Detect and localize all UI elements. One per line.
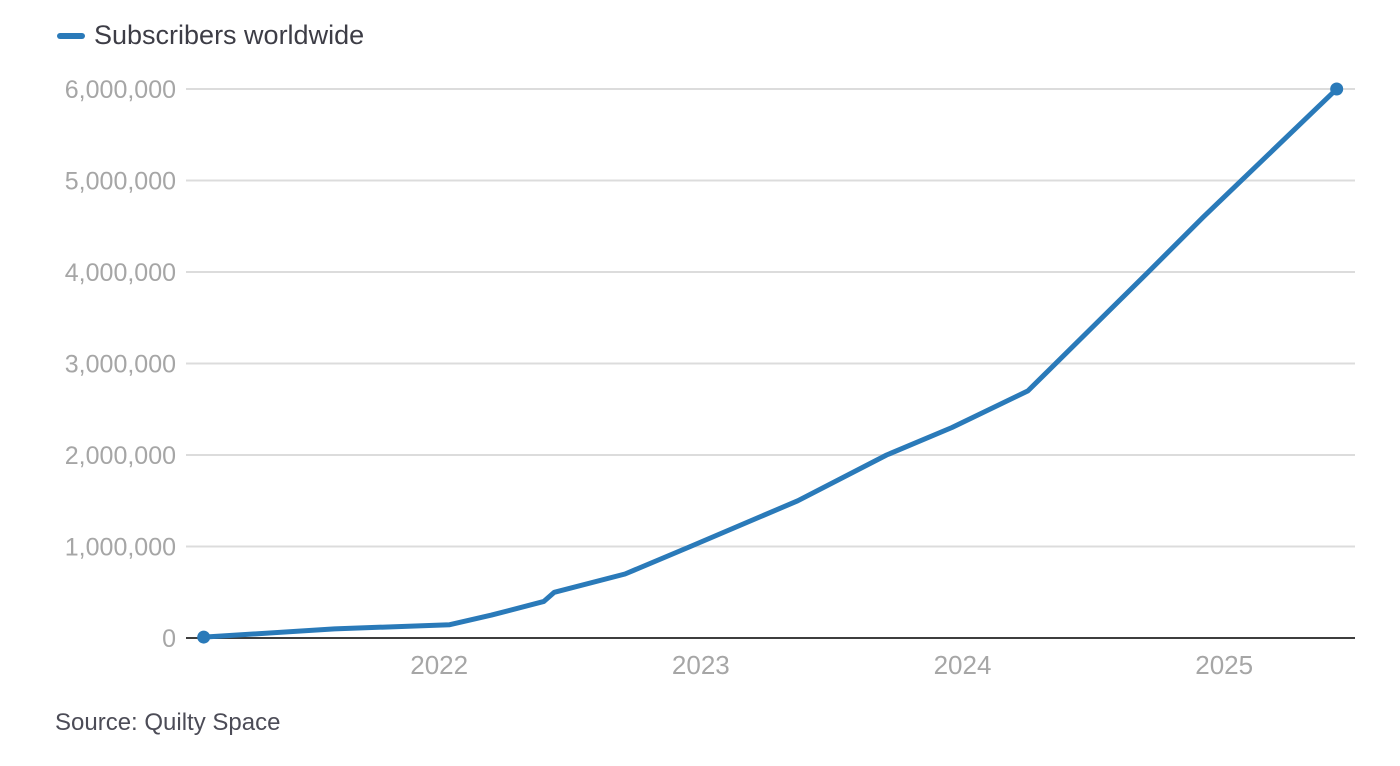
y-tick-label: 5,000,000 bbox=[65, 168, 176, 196]
y-tick-label: 4,000,000 bbox=[65, 259, 176, 287]
legend: Subscribers worldwide bbox=[57, 18, 364, 52]
y-tick-label: 6,000,000 bbox=[65, 76, 176, 104]
y-tick-label: 1,000,000 bbox=[65, 534, 176, 562]
source-note: Source: Quilty Space bbox=[55, 709, 281, 736]
line-endpoint-dot bbox=[1330, 82, 1344, 96]
x-tick-label: 2023 bbox=[672, 650, 730, 680]
y-tick-label: 0 bbox=[162, 625, 176, 653]
y-tick-label: 3,000,000 bbox=[65, 351, 176, 379]
x-tick-label: 2022 bbox=[410, 650, 468, 680]
x-tick-label: 2024 bbox=[934, 650, 992, 680]
line-endpoint-dot bbox=[197, 630, 211, 644]
legend-label: Subscribers worldwide bbox=[94, 20, 365, 50]
x-tick-label: 2025 bbox=[1195, 650, 1253, 680]
subscribers-line bbox=[201, 86, 1340, 640]
y-tick-label: 2,000,000 bbox=[65, 442, 176, 470]
legend-line-swatch bbox=[57, 33, 85, 39]
